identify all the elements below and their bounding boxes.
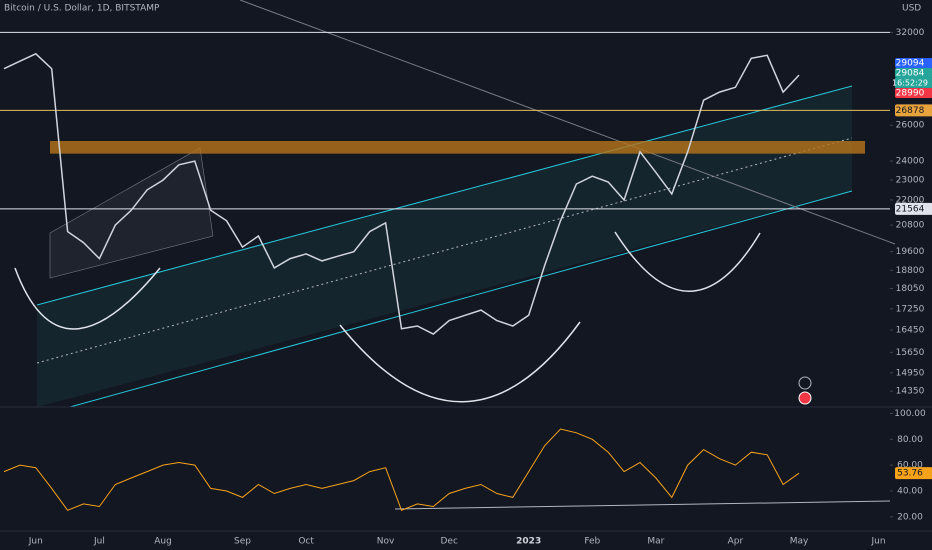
level-tag-label: 26878 — [896, 106, 925, 116]
flag-channel — [49, 147, 214, 279]
zone — [50, 141, 865, 154]
event-icon[interactable] — [798, 376, 812, 390]
y-tick-label: 23000 — [896, 176, 925, 186]
y-tick-label: 17250 — [896, 304, 925, 314]
y-tick-label: 18050 — [896, 284, 925, 294]
event-icon[interactable] — [798, 391, 812, 405]
price-line — [3, 52, 800, 335]
countdown-bg — [895, 77, 932, 88]
trend-line — [239, 0, 896, 245]
cup-curve — [614, 231, 761, 292]
countdown: 16:52:29 — [892, 78, 928, 87]
x-tick-label: Jun — [28, 537, 43, 547]
y-tick-label: 32000 — [896, 28, 925, 38]
y-tick-label: 15650 — [896, 348, 925, 358]
rsi-line — [3, 428, 800, 511]
price-tag — [895, 87, 932, 98]
x-tick-label: Feb — [584, 537, 600, 547]
y-tick-label: 14950 — [896, 368, 925, 378]
y-tick-label: 26000 — [896, 121, 925, 131]
cup-curve — [339, 321, 581, 403]
y-tick-label: 20800 — [896, 221, 925, 231]
price-tag — [895, 57, 932, 68]
currency: USD — [902, 4, 921, 14]
x-tick-label: Jun — [870, 537, 885, 547]
rsi-tag-label: 53.76 — [897, 469, 923, 479]
chart-title: Bitcoin / U.S. Dollar, 1D, BITSTAMP — [4, 4, 160, 14]
x-tick-label: Nov — [377, 537, 395, 547]
level-tag-label: 21564 — [896, 204, 925, 214]
cup-curve — [14, 267, 161, 330]
price-tag-label: 29084 — [896, 68, 925, 78]
y-tick-label: 19600 — [896, 247, 925, 257]
y-tick-label: 16450 — [896, 326, 925, 336]
price-tag-label: 29094 — [896, 58, 925, 68]
x-tick-label: Sep — [234, 537, 251, 547]
y-tick-label: 22000 — [896, 195, 925, 205]
rsi-tag — [895, 467, 932, 480]
x-tick-label: May — [790, 537, 809, 547]
price-tag-label: 28990 — [896, 88, 925, 98]
x-tick-label: Jul — [93, 537, 105, 547]
rsi-tick-label: 20.00 — [897, 512, 923, 522]
x-tick-label: Oct — [298, 537, 314, 547]
x-tick-label: Dec — [440, 537, 457, 547]
rsi-tick-label: 60.00 — [897, 461, 923, 471]
rsi-tick-label: 80.00 — [897, 435, 923, 445]
x-tick-label: Apr — [728, 537, 744, 547]
x-tick-label: 2023 — [516, 537, 541, 547]
channel-lower — [69, 190, 853, 408]
x-tick-label: Aug — [154, 537, 172, 547]
x-tick-label: Mar — [647, 537, 664, 547]
channel-upper — [36, 85, 853, 306]
rsi-trend-line — [394, 500, 891, 510]
channel-fill — [37, 86, 852, 407]
y-tick-label: 18800 — [896, 266, 925, 276]
price-tag — [895, 67, 932, 78]
rsi-tick-label: 100.00 — [894, 409, 926, 419]
level-tag — [895, 104, 932, 117]
rsi-tick-label: 40.00 — [897, 486, 923, 496]
y-tick-label: 14350 — [896, 387, 925, 397]
level-tag — [895, 202, 932, 215]
channel-mid — [36, 137, 853, 364]
y-tick-label: 24000 — [896, 157, 925, 167]
